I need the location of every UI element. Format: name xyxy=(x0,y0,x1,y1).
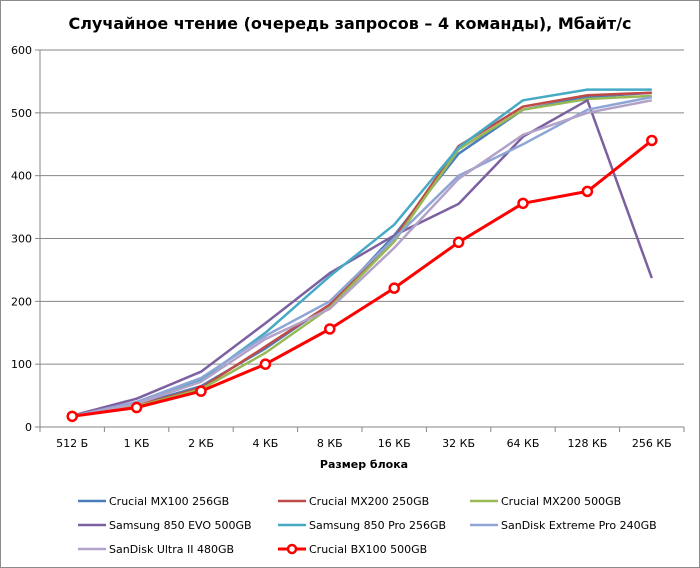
series-line-3 xyxy=(71,99,653,417)
series-7-point-2 xyxy=(195,385,207,397)
y-tick-label-2: 200 xyxy=(11,295,32,308)
legend-label-1: Crucial MX200 250GB xyxy=(309,495,429,508)
x-tick-label-8: 128 КБ xyxy=(567,437,607,450)
legend-label-5: SanDisk Extreme Pro 240GB xyxy=(501,519,657,532)
x-tick-label-7: 64 КБ xyxy=(507,437,540,450)
series-7-point-7 xyxy=(517,197,529,210)
series-7-point-4 xyxy=(324,323,336,335)
legend-label-7: Crucial BX100 500GB xyxy=(309,543,427,556)
x-tick-label-1: 1 КБ xyxy=(124,437,150,450)
legend-marker-7 xyxy=(286,543,298,555)
y-tick-label-1: 100 xyxy=(11,358,32,371)
series-line-6 xyxy=(71,99,653,418)
x-tick-label-3: 4 КБ xyxy=(252,437,278,450)
series-line-7 xyxy=(71,139,653,418)
legend: Crucial MX100 256GB Crucial MX200 250GB Cr… xyxy=(78,495,657,556)
y-tick-label-6: 600 xyxy=(11,44,32,57)
y-tick-label-3: 300 xyxy=(11,233,32,246)
x-axis-title: Размер блока xyxy=(320,458,408,471)
series-line-5 xyxy=(71,95,653,418)
series-layer xyxy=(66,88,658,423)
y-axis-ticks: 0 100 200 300 400 500 600 xyxy=(11,44,40,434)
series-7-point-1 xyxy=(130,401,143,414)
legend-label-3: Samsung 850 EVO 500GB xyxy=(109,519,252,532)
legend-item-6: SanDisk Ultra II 480GB xyxy=(78,543,234,556)
series-7-point-3 xyxy=(259,358,272,370)
x-tick-label-4: 8 КБ xyxy=(317,437,343,450)
legend-label-6: SanDisk Ultra II 480GB xyxy=(109,543,234,556)
x-tick-label-0: 512 Б xyxy=(56,437,88,450)
y-tick-label-0: 0 xyxy=(25,421,32,434)
legend-label-4: Samsung 850 Pro 256GB xyxy=(309,519,446,532)
gridlines xyxy=(40,49,684,365)
x-tick-label-9: 256 КБ xyxy=(632,437,672,450)
legend-item-3: Samsung 850 EVO 500GB xyxy=(78,519,252,532)
series-7-point-5 xyxy=(388,282,400,294)
series-line-2 xyxy=(72,94,652,418)
legend-label-0: Crucial MX100 256GB xyxy=(109,495,229,508)
legend-label-2: Crucial MX200 500GB xyxy=(501,495,621,508)
chart-title: Случайное чтение (очередь запросов – 4 к… xyxy=(68,14,631,33)
x-tick-label-5: 16 КБ xyxy=(378,437,411,450)
legend-item-0: Crucial MX100 256GB xyxy=(78,495,229,508)
y-tick-label-5: 500 xyxy=(11,107,32,120)
series-7-point-6 xyxy=(452,236,465,249)
series-7-point-0 xyxy=(66,410,78,423)
legend-item-2: Crucial MX200 500GB xyxy=(470,495,621,508)
series-7-point-8 xyxy=(581,185,594,198)
x-tick-label-2: 2 КБ xyxy=(188,437,214,450)
legend-item-4: Samsung 850 Pro 256GB xyxy=(278,519,446,532)
x-axis-ticks: 512 Б 1 КБ 2 КБ 4 КБ 8 КБ 16 КБ 32 КБ 64 КБ 128 … xyxy=(39,427,685,450)
y-tick-label-4: 400 xyxy=(11,170,32,183)
legend-item-1: Crucial MX200 250GB xyxy=(278,495,429,508)
legend-item-7: Crucial BX100 500GB xyxy=(278,543,427,556)
x-tick-label-6: 32 КБ xyxy=(442,437,475,450)
series-7-point-9 xyxy=(646,134,658,147)
legend-item-5: SanDisk Extreme Pro 240GB xyxy=(470,519,657,532)
